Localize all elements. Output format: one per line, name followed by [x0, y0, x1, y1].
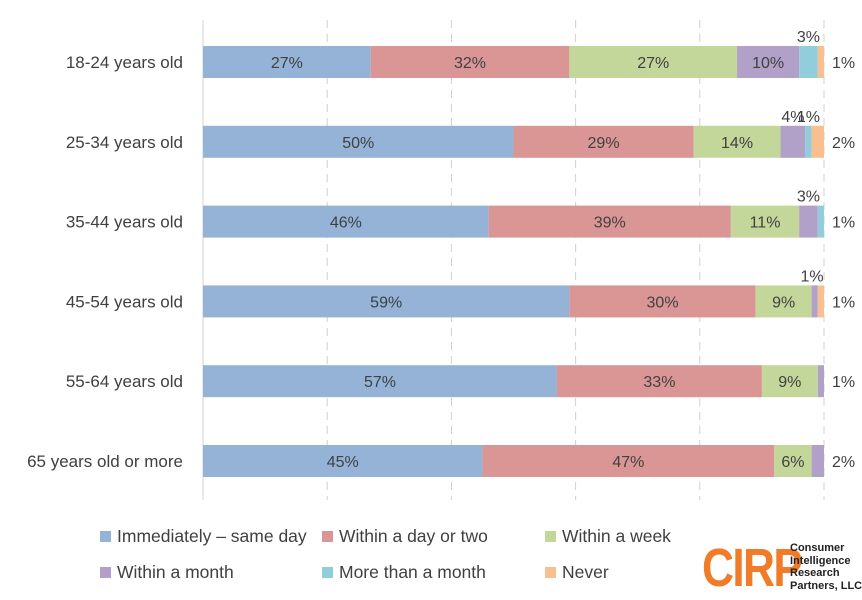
data-label: 2%: [832, 454, 855, 471]
data-label: 9%: [772, 294, 795, 311]
category-label: 18-24 years old: [66, 53, 183, 72]
legend-item: Never: [545, 562, 609, 583]
legend-label: Immediately – same day: [117, 526, 307, 546]
legend-item: Within a day or two: [322, 526, 488, 547]
legend-item: Within a week: [545, 526, 671, 547]
data-label: 46%: [330, 215, 362, 232]
bar-segment: [817, 365, 824, 398]
data-label: 1%: [797, 109, 820, 126]
data-label: 33%: [643, 374, 675, 391]
legend-swatch: [545, 531, 556, 542]
bar-segment: [370, 46, 570, 78]
data-label: 45%: [327, 454, 359, 471]
data-label: 57%: [364, 374, 396, 391]
data-label: 30%: [647, 294, 679, 311]
logo-line: Partners, LLC: [790, 579, 862, 592]
bar-segment: [730, 205, 800, 238]
bar-segment: [203, 445, 483, 477]
bar-segment: [737, 46, 800, 78]
bar-segment: [482, 445, 775, 477]
bar-segment: [761, 365, 818, 398]
bar-segment: [817, 285, 824, 318]
data-label: 47%: [612, 454, 644, 471]
bar-segment: [203, 46, 371, 78]
data-label: 6%: [781, 454, 804, 471]
bar-segment: [513, 125, 694, 158]
bar-segment: [556, 365, 762, 398]
bar-segment: [817, 46, 824, 78]
logo-text: Consumer Intelligence Research Partners,…: [790, 542, 862, 592]
legend-label: Within a week: [562, 526, 671, 546]
bar-segment: [799, 46, 818, 78]
category-labels: 18-24 years old 25-34 years old 35-44 year…: [27, 53, 183, 471]
bar-segment: [799, 205, 818, 238]
data-label: 39%: [594, 215, 626, 232]
data-label: 1%: [832, 294, 855, 311]
data-label: 3%: [797, 189, 820, 206]
bar-segment: [203, 205, 489, 238]
logo-mark: CIRP: [702, 538, 803, 598]
bar-segment: [805, 125, 812, 158]
category-label: 45-54 years old: [66, 292, 183, 311]
legend-label: Within a day or two: [339, 526, 488, 546]
data-label: 9%: [778, 374, 801, 391]
bar-segment: [811, 125, 824, 158]
data-label: 1%: [832, 55, 855, 72]
gridlines: [202, 20, 825, 500]
legend-item: More than a month: [322, 562, 486, 583]
logo-line: Research: [790, 567, 840, 579]
data-label: 27%: [637, 55, 669, 72]
legend-swatch: [322, 567, 333, 578]
bar-segment: [811, 285, 818, 318]
data-label: 32%: [454, 55, 486, 72]
data-label: 14%: [721, 135, 753, 152]
data-label: 4%: [781, 109, 804, 126]
legend-label: Within a month: [117, 562, 234, 582]
bar-segment: [569, 285, 756, 318]
data-label: 1%: [800, 268, 823, 285]
cirp-logo: CIRP Consumer Intelligence Research Part…: [702, 538, 862, 598]
bar-segment: [811, 445, 824, 477]
data-label: 11%: [750, 215, 781, 232]
bar-segment: [203, 285, 570, 318]
category-label: 55-64 years old: [66, 372, 183, 391]
legend-item: Within a month: [100, 562, 234, 583]
category-label: 65 years old or more: [27, 452, 183, 471]
legend-item: Immediately – same day: [100, 526, 307, 547]
logo-line: Consumer: [790, 542, 845, 554]
bar-segment: [817, 205, 824, 238]
bar-segment: [488, 205, 731, 238]
data-label: 29%: [588, 135, 620, 152]
data-label: 59%: [370, 294, 402, 311]
legend-swatch: [100, 531, 111, 542]
data-label: 50%: [342, 135, 374, 152]
bar-segment: [569, 46, 738, 78]
data-label: 1%: [832, 374, 855, 391]
bar-segment: [780, 125, 806, 158]
data-label: 27%: [271, 55, 303, 72]
bar-segment: [774, 445, 812, 477]
bar-segment: [203, 365, 557, 398]
data-labels: 27% 32% 27% 10%3%1%50% 29% 14%4%1%2%46% 39% 11%…: [271, 29, 855, 471]
data-label: 10%: [752, 55, 784, 72]
legend-swatch: [322, 531, 333, 542]
legend-swatch: [545, 567, 556, 578]
bar-segment: [755, 285, 812, 318]
logo-line: Intelligence: [790, 554, 851, 567]
data-label: 1%: [832, 215, 855, 232]
legend-swatch: [100, 567, 111, 578]
bars: [203, 46, 824, 477]
bar-segment: [693, 125, 781, 158]
bar-segment: [203, 125, 514, 158]
data-label: 3%: [797, 29, 820, 46]
category-label: 35-44 years old: [66, 213, 183, 232]
category-label: 25-34 years old: [66, 133, 183, 152]
legend-label: More than a month: [339, 562, 486, 582]
data-label: 2%: [832, 135, 855, 152]
legend-label: Never: [562, 562, 609, 582]
